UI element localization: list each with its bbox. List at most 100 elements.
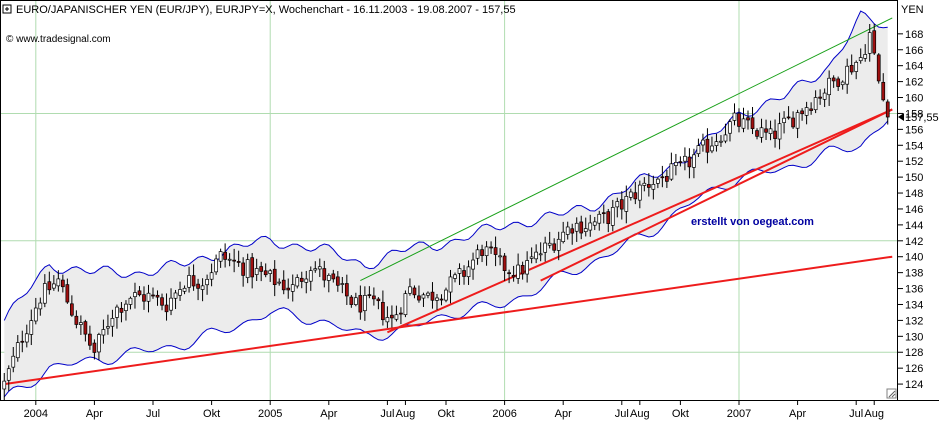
candle: [435, 293, 439, 310]
candle: [173, 289, 178, 310]
candle-body: [277, 281, 282, 284]
candle: [200, 278, 205, 302]
candle: [502, 253, 507, 281]
candle: [656, 177, 660, 189]
candle: [885, 99, 890, 125]
candle-body: [543, 242, 548, 253]
candle-body: [146, 292, 151, 302]
collapse-icon[interactable]: [2, 4, 12, 14]
x-tick-label: Jul: [146, 408, 160, 420]
candle-body: [466, 266, 471, 278]
candle: [277, 278, 282, 286]
candle: [827, 70, 832, 106]
candle: [665, 169, 669, 188]
candle-body: [250, 257, 255, 278]
candle: [403, 290, 408, 318]
candle-body: [286, 287, 291, 291]
candle-body: [101, 329, 106, 336]
candle-body: [196, 283, 200, 289]
candle-body: [885, 101, 890, 118]
candle-body: [363, 295, 367, 312]
candle: [854, 60, 859, 80]
x-tick-label: Apr: [789, 408, 806, 420]
candle: [51, 275, 56, 291]
candle: [178, 281, 182, 301]
candle: [543, 236, 548, 262]
candle: [259, 261, 264, 282]
candle-body: [678, 161, 683, 163]
candle-body: [525, 260, 529, 275]
candle-body: [502, 255, 507, 271]
y-tick-label: 128: [905, 347, 923, 359]
candle: [858, 48, 863, 64]
y-tick-label: 168: [905, 29, 923, 41]
candle-body: [723, 134, 728, 142]
candle: [56, 270, 61, 292]
candle-body: [160, 297, 164, 306]
candle: [128, 296, 133, 310]
candle: [565, 221, 570, 240]
candle: [110, 309, 115, 337]
candle: [313, 261, 318, 273]
source-label: © www.tradesignal.com: [6, 34, 111, 45]
candle: [209, 263, 214, 287]
candle: [525, 251, 529, 283]
candle-body: [353, 297, 358, 305]
y-tick-label: 156: [905, 124, 923, 136]
candle: [182, 285, 187, 295]
last-price-marker: 157,55: [898, 112, 939, 124]
candle-body: [304, 278, 309, 283]
candle-body: [493, 247, 498, 255]
candle-body: [106, 326, 110, 329]
candle: [610, 199, 615, 232]
candle-body: [6, 368, 11, 381]
candle-body: [142, 294, 146, 302]
candle-body: [624, 196, 629, 212]
y-tick-label: 126: [905, 363, 923, 375]
candle: [326, 273, 331, 293]
candle-body: [746, 117, 750, 121]
y-tick-label: 136: [905, 284, 923, 296]
x-tick-label: 2004: [24, 408, 48, 420]
candle-body: [444, 289, 448, 301]
candle: [674, 153, 678, 176]
candle-body: [308, 270, 313, 282]
candle-body: [750, 117, 755, 129]
candle: [669, 152, 674, 181]
candle-body: [79, 322, 83, 325]
candle: [642, 177, 647, 192]
candle-body: [47, 281, 52, 291]
candle-body: [606, 211, 611, 224]
candle-body: [818, 96, 822, 99]
candle: [881, 73, 886, 102]
candle-body: [741, 118, 746, 129]
candle-body: [331, 273, 336, 280]
y-tick-label: 130: [905, 331, 923, 343]
candle-body: [692, 154, 696, 168]
candle: [214, 254, 218, 275]
candle: [637, 180, 642, 209]
candle-body: [110, 318, 115, 327]
candle-body: [340, 283, 345, 285]
candle-body: [218, 251, 223, 262]
candle: [390, 305, 394, 328]
candle-body: [786, 116, 791, 119]
y-tick-label: 144: [905, 220, 923, 232]
candle-body: [15, 342, 20, 359]
candle-body: [701, 139, 705, 146]
y-axis-unit-label: YEN: [901, 4, 924, 16]
candle-body: [737, 113, 741, 127]
candle: [2, 372, 7, 401]
candle-body: [552, 243, 557, 251]
candle-body: [498, 255, 502, 258]
candle-body: [290, 284, 295, 292]
candle-body: [376, 298, 381, 302]
resize-grip-icon[interactable]: [886, 388, 897, 399]
candle-body: [475, 249, 480, 259]
candle-body: [20, 340, 25, 343]
candle-body: [836, 78, 841, 87]
x-axis: 2004 Apr Jul Okt 2005 Apr Jul Aug Okt 2006 Apr Jul A…: [24, 400, 884, 420]
candle: [646, 173, 651, 197]
candle: [867, 24, 872, 62]
candle: [804, 101, 809, 125]
